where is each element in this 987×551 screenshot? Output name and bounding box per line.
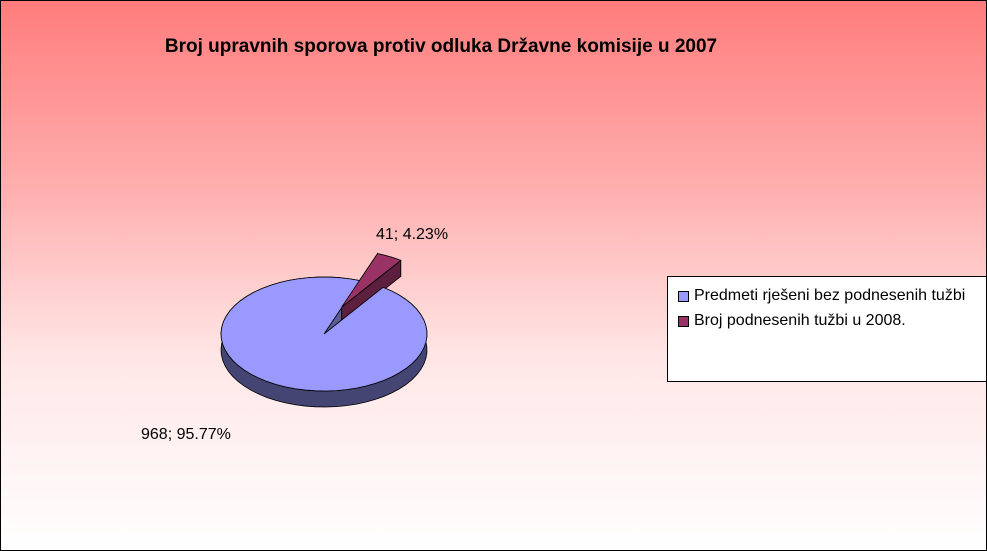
data-label: 968; 95.77% [141,426,231,443]
legend-swatch [678,316,689,327]
legend-label: Predmeti rješeni bez podnesenih tužbi [694,287,966,304]
legend-entry: Broj podnesenih tužbi u 2008. [678,310,984,332]
slice [341,253,402,308]
legend-swatch [678,291,689,302]
slice [220,276,428,392]
legend-label: Broj podnesenih tužbi u 2008. [694,312,906,329]
legend: Predmeti rješeni bez podnesenih tužbi Bro… [667,276,986,382]
data-label: 41; 4.23% [376,226,448,243]
legend-entry: Predmeti rješeni bez podnesenih tužbi [678,285,984,307]
chart-title: Broj upravnih sporova protiv odluka Drža… [164,36,718,57]
